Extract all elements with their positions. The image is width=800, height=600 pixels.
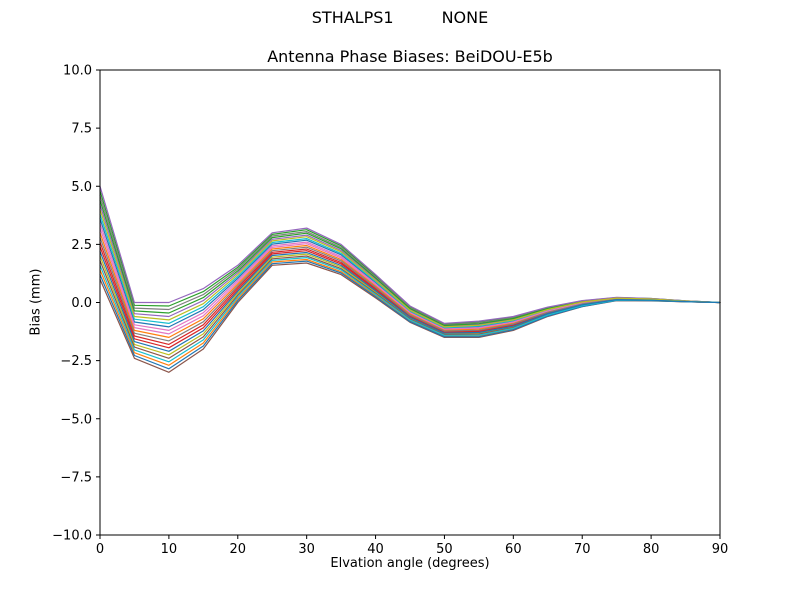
y-tick-label: 2.5	[71, 238, 92, 253]
y-tick-label: 10.0	[63, 64, 92, 79]
series-line-19	[99, 208, 721, 328]
x-tick-label: 80	[643, 542, 660, 557]
x-axis-label: Elvation angle (degrees)	[330, 556, 490, 571]
y-tick-label: −5.0	[60, 412, 92, 427]
y-tick-label: −2.5	[60, 354, 92, 369]
x-tick-label: 70	[574, 542, 591, 557]
y-tick-label: 0.0	[71, 296, 92, 311]
x-tick-label: 10	[161, 542, 178, 557]
series-line-21	[99, 250, 721, 352]
series-line-15	[99, 185, 721, 324]
chart-title: Antenna Phase Biases: BeiDOU-E5b	[267, 47, 553, 66]
suptitle-none-text: NONE	[441, 8, 489, 27]
x-tick-label: 90	[712, 542, 729, 557]
x-tick-label: 40	[367, 542, 384, 557]
y-tick-label: −7.5	[60, 470, 92, 485]
x-tick-label: 60	[505, 542, 522, 557]
y-tick-label: −10.0	[52, 529, 92, 544]
x-tick-label: 50	[436, 542, 453, 557]
y-tick-label: 7.5	[71, 122, 92, 137]
y-tick-label: 5.0	[71, 180, 92, 195]
series-line-09	[99, 253, 721, 356]
suptitle-station-text: STHALPS1	[311, 8, 394, 27]
x-tick-label: 0	[96, 542, 104, 557]
x-tick-label: 30	[298, 542, 315, 557]
figure-suptitle: STHALPS1 NONE	[0, 9, 800, 27]
x-tick-label: 20	[230, 542, 247, 557]
y-axis-label: Bias (mm)	[28, 268, 44, 336]
series-line-03	[99, 190, 721, 325]
series-line-18	[99, 236, 721, 342]
